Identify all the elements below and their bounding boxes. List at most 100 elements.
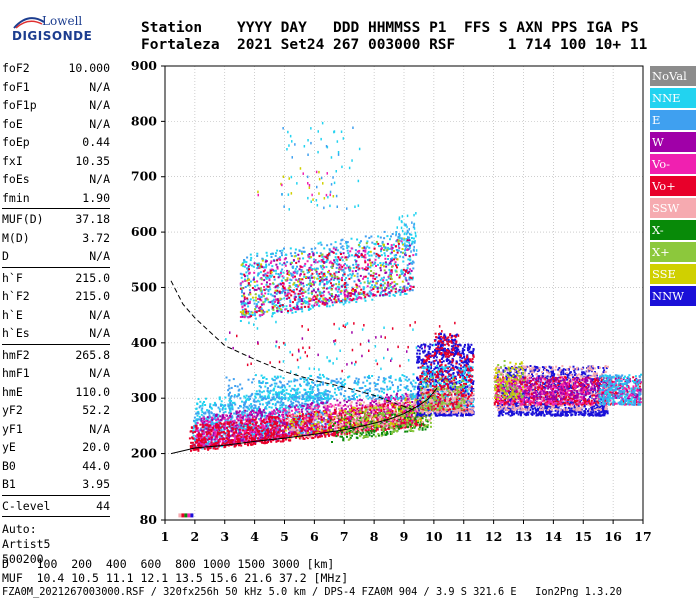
echo-point — [360, 421, 363, 424]
echo-point — [364, 415, 367, 417]
echo-point — [230, 412, 233, 415]
echo-point — [302, 394, 305, 397]
echo-point — [282, 431, 284, 434]
echo-point — [229, 409, 232, 412]
echo-point — [311, 424, 314, 427]
echo-point — [343, 379, 346, 381]
echo-point — [203, 432, 206, 435]
echo-point — [227, 440, 230, 443]
echo-point — [228, 436, 230, 439]
echo-point — [326, 255, 329, 258]
echo-point — [239, 416, 242, 419]
echo-point — [369, 405, 372, 408]
echo-point — [270, 435, 273, 438]
echo-point — [239, 431, 241, 434]
echo-point — [297, 387, 300, 390]
echo-point — [276, 392, 279, 395]
echo-point — [207, 448, 210, 451]
param-name: B0 — [2, 458, 16, 473]
echo-point — [295, 391, 297, 394]
echo-point — [194, 439, 196, 442]
echo-point — [321, 435, 323, 438]
echo-point — [311, 415, 314, 418]
echo-point — [305, 392, 307, 395]
echo-point — [233, 420, 236, 423]
param-name: h`Es — [2, 326, 30, 340]
echo-point — [336, 431, 338, 434]
echo-point — [242, 406, 245, 409]
echo-point — [374, 425, 377, 428]
echo-point — [239, 405, 241, 407]
echo-point — [382, 262, 385, 265]
echo-point — [216, 429, 219, 432]
echo-point — [415, 412, 418, 415]
echo-point — [293, 431, 296, 434]
echo-point — [233, 445, 236, 448]
echo-point — [205, 431, 208, 434]
echo-point — [274, 385, 277, 388]
echo-point — [316, 387, 319, 390]
echo-point — [193, 426, 196, 429]
echo-point — [328, 272, 331, 275]
echo-point — [352, 425, 355, 428]
echo-point — [268, 434, 271, 437]
echo-point — [253, 398, 256, 401]
echo-point — [288, 424, 291, 427]
echo-point — [210, 407, 213, 410]
echo-point — [291, 427, 294, 430]
echo-point — [371, 405, 374, 408]
echo-point — [328, 390, 331, 393]
echo-point — [400, 418, 403, 421]
echo-point — [318, 413, 321, 416]
echo-point — [282, 402, 285, 404]
echo-point — [328, 404, 331, 407]
echo-point — [318, 260, 321, 263]
echo-point — [396, 387, 399, 390]
echo-point — [289, 439, 292, 442]
echo-point — [348, 301, 351, 304]
echo-point — [349, 417, 352, 420]
echo-point — [260, 381, 263, 384]
echo-point — [270, 293, 272, 296]
echo-point — [315, 251, 318, 254]
echo-point — [348, 375, 351, 378]
echo-point — [259, 386, 262, 389]
echo-point — [356, 420, 359, 423]
echo-point — [231, 401, 234, 404]
echo-point — [298, 427, 301, 430]
echo-point — [394, 413, 397, 416]
echo-point — [383, 405, 386, 408]
echo-point — [408, 410, 411, 413]
echo-point — [404, 430, 407, 433]
echo-point — [244, 401, 247, 404]
echo-point — [388, 398, 391, 401]
echo-point — [252, 419, 255, 422]
echo-point — [237, 432, 240, 435]
echo-point — [296, 400, 299, 403]
echo-point — [285, 392, 288, 395]
echo-point — [292, 435, 294, 438]
echo-point — [321, 424, 324, 427]
echo-point — [304, 400, 307, 403]
echo-point — [221, 408, 224, 411]
echo-point — [254, 392, 257, 395]
echo-point — [273, 382, 276, 385]
echo-point — [241, 387, 244, 390]
echo-point — [244, 409, 247, 412]
logo-arc-icon — [13, 17, 45, 29]
echo-point — [373, 409, 376, 412]
echo-point — [220, 404, 222, 407]
echo-point — [307, 399, 310, 402]
echo-point — [284, 417, 287, 420]
echo-point — [359, 419, 362, 422]
echo-point — [329, 419, 332, 422]
echo-point — [402, 395, 405, 398]
echo-point — [337, 431, 340, 434]
echo-point — [362, 424, 365, 426]
echo-point — [267, 425, 270, 428]
echo-point — [256, 274, 259, 277]
echo-point — [256, 409, 259, 412]
echo-point — [240, 303, 243, 306]
echo-point — [305, 399, 308, 402]
echo-point — [409, 393, 412, 396]
